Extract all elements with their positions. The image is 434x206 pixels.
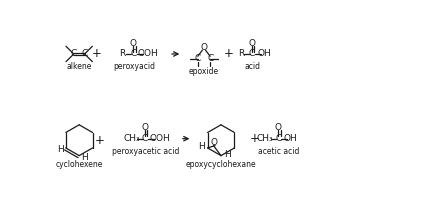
- Text: OH: OH: [257, 49, 271, 59]
- Text: OOH: OOH: [149, 134, 170, 143]
- Text: H: H: [57, 145, 63, 154]
- Text: OOH: OOH: [138, 49, 158, 59]
- Text: acid: acid: [244, 62, 260, 71]
- Text: CH₃: CH₃: [256, 134, 273, 143]
- Text: +: +: [95, 134, 105, 147]
- Text: O: O: [200, 43, 207, 52]
- Text: +: +: [91, 47, 101, 61]
- Text: O: O: [141, 123, 148, 132]
- Text: C: C: [81, 49, 88, 59]
- Text: O: O: [274, 123, 281, 132]
- Text: epoxide: epoxide: [188, 67, 218, 76]
- Text: alkene: alkene: [66, 62, 92, 71]
- Text: R: R: [119, 49, 125, 59]
- Text: C: C: [130, 49, 136, 59]
- Text: H: H: [81, 153, 88, 162]
- Text: +: +: [224, 47, 233, 61]
- Text: cyclohexene: cyclohexene: [56, 160, 102, 169]
- Text: H: H: [224, 150, 230, 159]
- Text: O: O: [210, 138, 217, 147]
- Text: acetic acid: acetic acid: [258, 146, 299, 156]
- Text: C: C: [141, 134, 148, 143]
- Text: O: O: [248, 39, 255, 48]
- Text: C: C: [194, 54, 201, 63]
- Text: R: R: [237, 49, 244, 59]
- Text: C: C: [70, 49, 77, 59]
- Text: H: H: [197, 142, 204, 151]
- Text: epoxycyclohexane: epoxycyclohexane: [185, 160, 256, 169]
- Text: C: C: [275, 134, 281, 143]
- Text: O: O: [130, 39, 137, 48]
- Text: peroxyacetic acid: peroxyacetic acid: [112, 146, 179, 156]
- Text: OH: OH: [283, 134, 297, 143]
- Text: C: C: [207, 54, 213, 63]
- Text: peroxyacid: peroxyacid: [113, 62, 155, 71]
- Text: C: C: [248, 49, 254, 59]
- Text: CH₃: CH₃: [123, 134, 140, 143]
- Text: +: +: [249, 132, 259, 145]
